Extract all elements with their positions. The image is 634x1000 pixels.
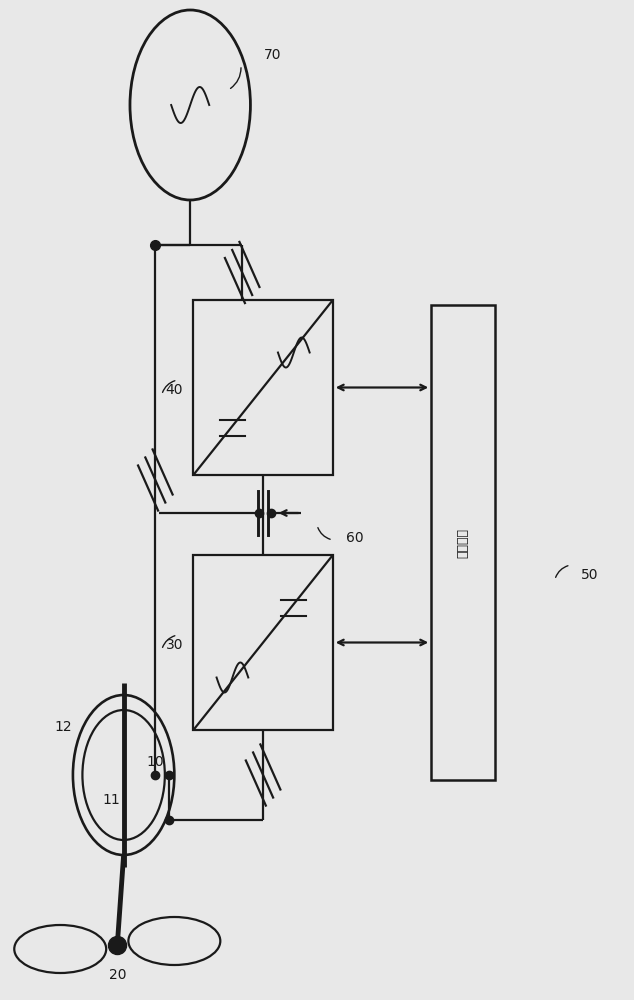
Text: 12: 12	[55, 720, 72, 734]
Text: 40: 40	[165, 383, 183, 397]
Text: 50: 50	[581, 568, 598, 582]
Text: 60: 60	[346, 531, 364, 545]
Text: 70: 70	[264, 48, 281, 62]
Bar	[431, 305, 495, 780]
Text: 10: 10	[146, 755, 164, 769]
Text: 20: 20	[108, 968, 126, 982]
Bar	[193, 300, 333, 475]
Bar	[193, 555, 333, 730]
Text: 控制单元: 控制单元	[456, 528, 469, 558]
Text: 30: 30	[165, 638, 183, 652]
Text: 11: 11	[102, 793, 120, 807]
